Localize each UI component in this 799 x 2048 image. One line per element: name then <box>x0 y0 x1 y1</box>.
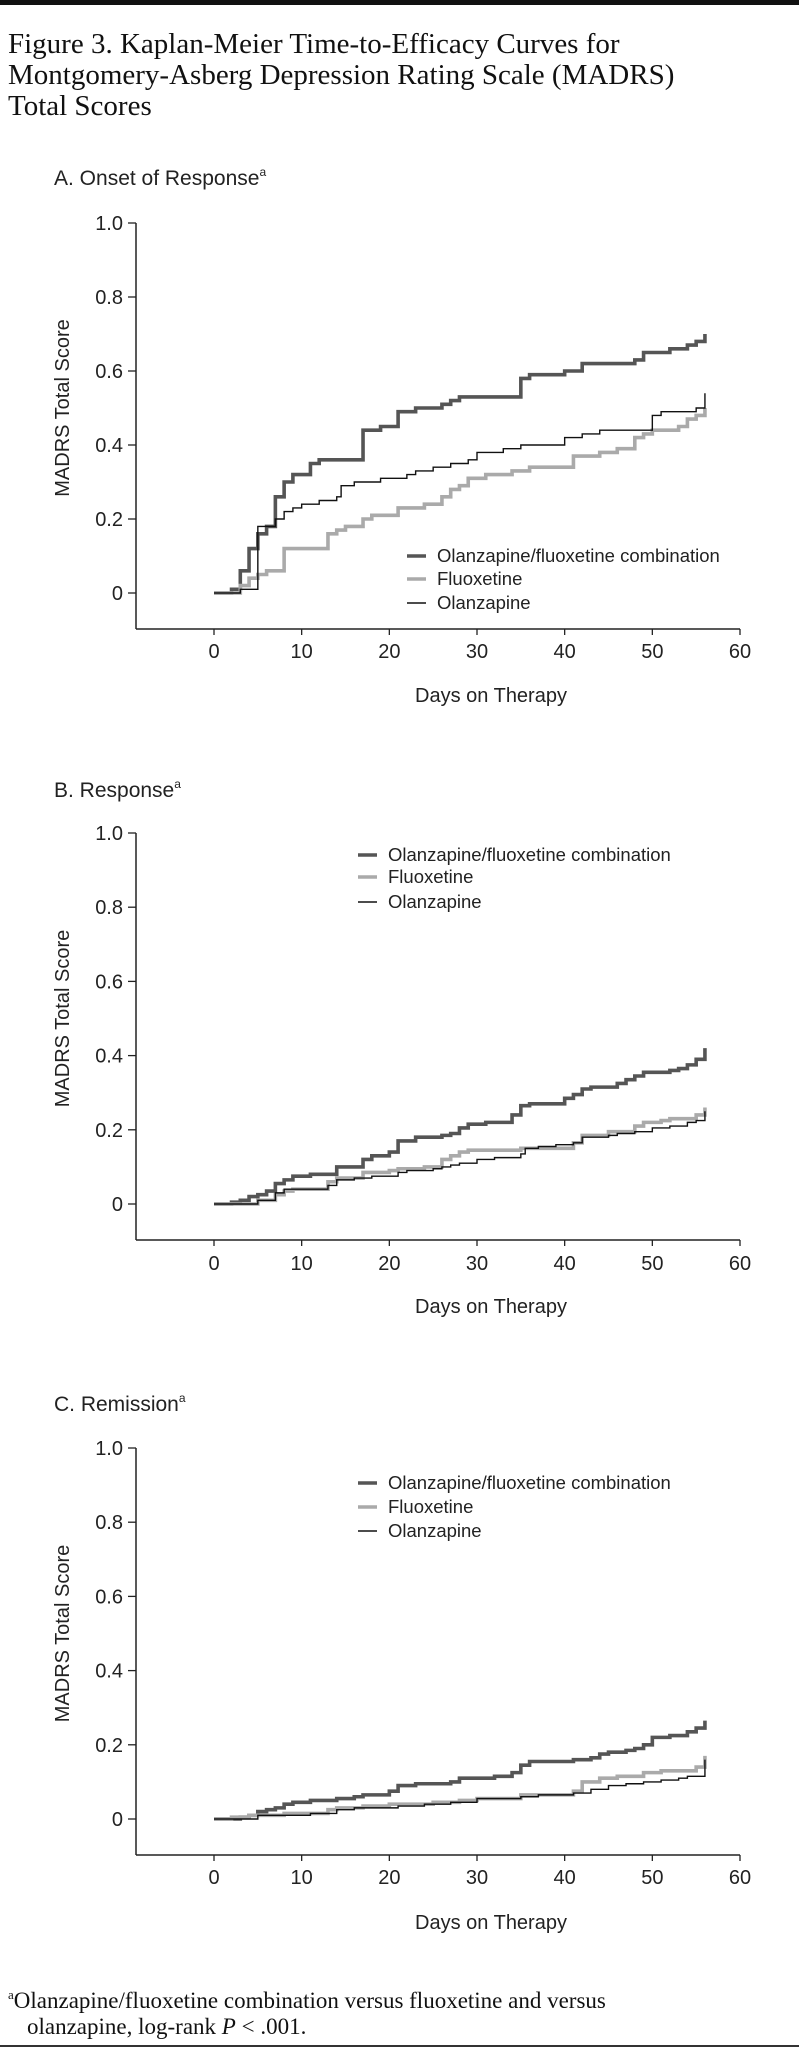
x-tick-label: 20 <box>378 641 400 663</box>
y-tick-label: 0.4 <box>95 435 123 457</box>
series-line-olanzapine <box>214 1111 706 1205</box>
chart-title: B. Responsea <box>54 777 181 802</box>
legend-label-fluoxetine: Fluoxetine <box>388 1496 473 1517</box>
chart-panel-a: A. Onset of Responsea 0 0.2 0.4 0.6 0.8 1.0 0 10… <box>52 165 751 707</box>
x-tick-label: 30 <box>466 1867 488 1889</box>
x-tick-label: 0 <box>208 641 219 663</box>
y-tick-label: 0 <box>112 1194 123 1216</box>
legend-label-olanzapine: Olanzapine <box>388 891 482 912</box>
bottom-rule <box>0 2045 799 2047</box>
x-tick-label: 40 <box>554 1867 576 1889</box>
x-tick-label: 10 <box>291 1867 313 1889</box>
series-line-olanzapine <box>214 1759 706 1820</box>
footnote-text-3: < .001. <box>236 2014 306 2039</box>
y-tick-label: 0.4 <box>95 1661 123 1683</box>
footnote-marker: a <box>8 1987 14 2002</box>
x-tick-label: 20 <box>378 1253 400 1275</box>
legend-label-olanzapine: Olanzapine <box>388 1520 482 1541</box>
y-tick-label: 0.8 <box>95 897 123 919</box>
y-tick-label: 0.2 <box>95 1120 123 1142</box>
footnote-line-2: olanzapine, log-rank P < .001. <box>27 2014 306 2039</box>
legend-label-ofc: Olanzapine/fluoxetine combination <box>388 844 671 865</box>
legend-label-fluoxetine: Fluoxetine <box>388 866 473 887</box>
series-line-fluoxetine <box>214 1755 707 1821</box>
chart-title-superscript: a <box>174 777 181 791</box>
y-tick-label: 0 <box>112 583 123 605</box>
y-tick-label: 0.2 <box>95 509 123 531</box>
x-tick-label: 10 <box>291 641 313 663</box>
x-tick-label: 30 <box>466 1253 488 1275</box>
y-tick-label: 0.8 <box>95 1512 123 1534</box>
x-axis-label: Days on Therapy <box>415 685 567 707</box>
series-line-ofc <box>214 1720 707 1821</box>
y-tick-label: 1.0 <box>95 823 123 845</box>
y-tick-label: 0.6 <box>95 1586 123 1608</box>
x-tick-label: 50 <box>641 1867 663 1889</box>
x-tick-label: 60 <box>729 1253 751 1275</box>
legend-label-ofc: Olanzapine/fluoxetine combination <box>437 545 720 566</box>
x-tick-label: 60 <box>729 1867 751 1889</box>
x-tick-label: 0 <box>208 1253 219 1275</box>
x-tick-label: 20 <box>378 1867 400 1889</box>
figure-title-line-3: Total Scores <box>8 90 152 122</box>
footnote-p-italic: P <box>221 2014 236 2039</box>
series-line-ofc <box>214 1048 707 1206</box>
x-tick-label: 60 <box>729 641 751 663</box>
chart-title: A. Onset of Responsea <box>54 165 266 190</box>
x-tick-label: 10 <box>291 1253 313 1275</box>
chart-panel-c: C. Remissiona 0 0.2 0.4 0.6 0.8 1.0 0 10 20 30 40 50… <box>52 1391 751 1934</box>
top-rule <box>0 0 799 5</box>
series-line-ofc <box>214 334 707 595</box>
y-tick-label: 0.2 <box>95 1735 123 1757</box>
y-tick-label: 0.8 <box>95 287 123 309</box>
series-line-fluoxetine <box>214 408 707 595</box>
footnote-line-1: aOlanzapine/fluoxetine combination versu… <box>8 1987 606 2013</box>
x-axis-label: Days on Therapy <box>415 1912 567 1934</box>
footnote-text-1: Olanzapine/fluoxetine combination versus… <box>14 1988 606 2013</box>
y-axis-label: MADRS Total Score <box>52 319 74 496</box>
legend-label-ofc: Olanzapine/fluoxetine combination <box>388 1472 671 1493</box>
x-axis-label: Days on Therapy <box>415 1296 567 1318</box>
x-tick-label: 40 <box>554 641 576 663</box>
y-tick-label: 0.6 <box>95 361 123 383</box>
y-tick-label: 0.6 <box>95 971 123 993</box>
x-tick-label: 0 <box>208 1867 219 1889</box>
chart-title-superscript: a <box>259 165 266 179</box>
footnote-text-2: olanzapine, log-rank <box>27 2014 222 2039</box>
y-axis-label: MADRS Total Score <box>52 1545 74 1722</box>
chart-title: C. Remissiona <box>54 1391 186 1416</box>
figure-title-line-1: Figure 3. Kaplan-Meier Time-to-Efficacy … <box>8 28 620 60</box>
x-tick-label: 30 <box>466 641 488 663</box>
x-tick-label: 50 <box>641 641 663 663</box>
legend-label-fluoxetine: Fluoxetine <box>437 568 522 589</box>
y-tick-label: 1.0 <box>95 1438 123 1460</box>
chart-title-superscript: a <box>179 1391 186 1405</box>
y-tick-label: 0 <box>112 1809 123 1831</box>
chart-panel-b: B. Responsea 0 0.2 0.4 0.6 0.8 1.0 0 10 20 30 40 50 6… <box>52 777 751 1318</box>
x-tick-label: 50 <box>641 1253 663 1275</box>
series-line-olanzapine <box>214 393 706 594</box>
y-tick-label: 0.4 <box>95 1046 123 1068</box>
figure-title-line-2: Montgomery-Asberg Depression Rating Scal… <box>8 59 674 91</box>
y-tick-label: 1.0 <box>95 213 123 235</box>
legend-label-olanzapine: Olanzapine <box>437 592 531 613</box>
y-axis-label: MADRS Total Score <box>52 930 74 1107</box>
x-tick-label: 40 <box>554 1253 576 1275</box>
